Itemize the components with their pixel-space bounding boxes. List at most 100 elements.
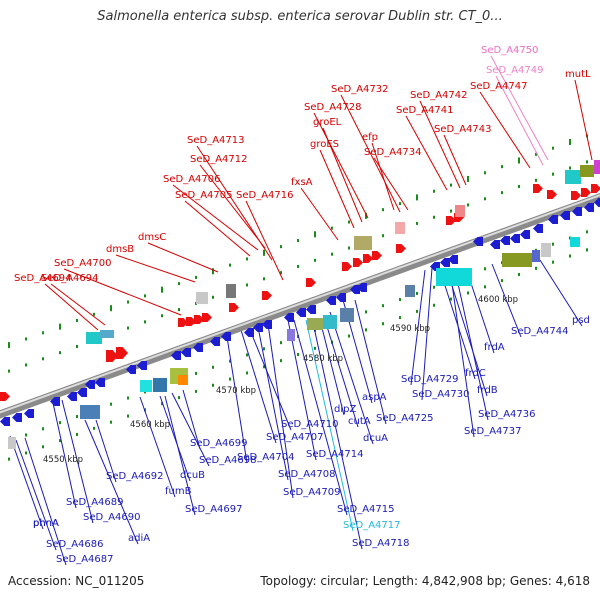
reverse-gene-arrow[interactable] [244,328,254,337]
reverse-gene-arrow[interactable] [193,343,203,352]
gene-block[interactable] [565,170,581,184]
forward-gene-arrow[interactable] [547,190,557,199]
forward-gene-arrow[interactable] [396,244,406,253]
reverse-gene-label[interactable]: SeD_A4687 [56,554,114,565]
gene-block[interactable] [8,437,16,449]
forward-gene-label[interactable]: SeD_A4694 [41,273,99,284]
gene-block[interactable] [80,405,100,419]
reverse-gene-arrow[interactable] [296,308,306,317]
reverse-gene-label[interactable]: SeD_A4697 [185,504,243,515]
gene-block[interactable] [140,380,152,392]
forward-gene-arrow[interactable] [116,347,128,359]
reverse-gene-arrow[interactable] [67,392,77,401]
reverse-gene-label[interactable]: frdA [484,342,505,353]
rna-gene-label[interactable]: SeD_A4749 [486,65,544,76]
reverse-gene-label[interactable]: phnA [33,518,59,529]
forward-gene-label[interactable]: efp [362,132,378,143]
rna-gene-label[interactable]: SeD_A4750 [481,45,539,56]
reverse-gene-arrow[interactable] [24,409,34,418]
reverse-gene-label[interactable]: SeD_A4725 [376,413,434,424]
reverse-gene-label[interactable]: fumB [165,486,192,497]
forward-gene-arrow[interactable] [353,258,363,267]
forward-gene-arrow[interactable] [106,350,118,362]
forward-gene-arrow[interactable] [0,392,10,401]
reverse-gene-arrow[interactable] [50,397,60,406]
gene-block[interactable] [436,268,472,286]
reverse-gene-label[interactable]: dcuA [363,433,388,444]
forward-gene-label[interactable]: SeD_A4694 [14,273,72,284]
gene-block[interactable] [455,205,465,217]
forward-gene-label[interactable]: dmsB [106,244,134,255]
reverse-gene-arrow[interactable] [490,240,500,249]
forward-gene-arrow[interactable] [178,318,188,327]
reverse-gene-arrow[interactable] [221,332,231,341]
forward-gene-arrow[interactable] [591,184,600,193]
reverse-gene-label[interactable]: SeD_A4729 [401,374,459,385]
reverse-gene-arrow[interactable] [284,313,294,322]
forward-gene-label[interactable]: groES [310,139,339,150]
reverse-gene-label[interactable]: dipZ [334,404,356,415]
forward-gene-arrow[interactable] [229,303,239,312]
gene-block[interactable] [395,222,405,234]
gene-block[interactable] [100,330,114,338]
reverse-gene-arrow[interactable] [448,255,458,264]
reverse-gene-arrow[interactable] [171,351,181,360]
reverse-gene-label[interactable]: SeD_A4710 [281,419,339,430]
reverse-gene-label[interactable]: SeD_A4698 [199,455,257,466]
forward-gene-arrow[interactable] [194,315,204,324]
forward-gene-arrow[interactable] [533,184,543,193]
gene-block[interactable] [405,285,415,297]
reverse-gene-label[interactable]: SeD_A4714 [306,449,364,460]
forward-gene-label[interactable]: SeD_A4700 [54,258,112,269]
forward-gene-label[interactable]: SeD_A4743 [434,124,492,135]
forward-gene-arrow[interactable] [446,216,456,225]
reverse-gene-arrow[interactable] [533,224,543,233]
reverse-gene-label[interactable]: SeD_A4709 [283,487,341,498]
reverse-gene-arrow[interactable] [357,283,367,292]
reverse-gene-arrow[interactable] [85,380,95,389]
reverse-gene-arrow[interactable] [77,388,87,397]
reverse-gene-arrow[interactable] [181,348,191,357]
rna-gene-label[interactable]: SeD_A4750 [481,45,539,56]
reverse-gene-label[interactable]: phnA [33,518,59,529]
forward-gene-arrow[interactable] [342,262,352,271]
reverse-gene-arrow[interactable] [572,207,582,216]
reverse-gene-arrow[interactable] [500,236,510,245]
gene-block[interactable] [196,292,208,304]
reverse-gene-label[interactable]: adiA [128,533,150,544]
forward-gene-arrow[interactable] [262,291,272,300]
forward-gene-label[interactable]: mutL [565,69,591,80]
forward-gene-arrow[interactable] [571,191,581,200]
forward-gene-arrow[interactable] [202,313,212,322]
reverse-gene-arrow[interactable] [594,198,600,207]
reverse-gene-arrow[interactable] [326,296,336,305]
gene-block[interactable] [307,318,323,330]
forward-gene-label[interactable]: SeD_A4734 [364,147,422,158]
reverse-gene-label[interactable]: dcuB [180,470,205,481]
reverse-gene-label[interactable]: SeD_A4718 [352,538,410,549]
reverse-gene-label[interactable]: SeD_A4737 [464,426,522,437]
reverse-gene-label[interactable]: SeD_A4715 [337,504,395,515]
gene-block[interactable] [570,237,580,247]
reverse-gene-arrow[interactable] [262,320,272,329]
reverse-gene-label[interactable]: SeD_A4690 [83,512,141,523]
reverse-gene-arrow[interactable] [126,365,136,374]
reverse-gene-label[interactable]: aspA [362,392,387,403]
gene-block[interactable] [86,332,102,344]
reverse-gene-arrow[interactable] [510,234,520,243]
gene-block[interactable] [502,253,532,267]
gene-block[interactable] [594,160,600,174]
forward-gene-label[interactable]: SeD_A4712 [190,154,248,165]
reverse-gene-arrow[interactable] [0,417,10,426]
gene-block[interactable] [532,250,540,262]
reverse-gene-arrow[interactable] [137,361,147,370]
reverse-gene-label[interactable]: SeD_A4744 [511,326,569,337]
gene-block[interactable] [226,284,236,298]
gene-block[interactable] [340,308,354,322]
forward-gene-arrow[interactable] [186,317,196,326]
gene-block[interactable] [354,236,372,250]
forward-gene-label[interactable]: dmsC [138,232,166,243]
reverse-gene-label[interactable]: SeD_A4707 [266,432,324,443]
reverse-gene-label[interactable]: SeD_A4699 [190,438,248,449]
reverse-gene-arrow[interactable] [560,211,570,220]
